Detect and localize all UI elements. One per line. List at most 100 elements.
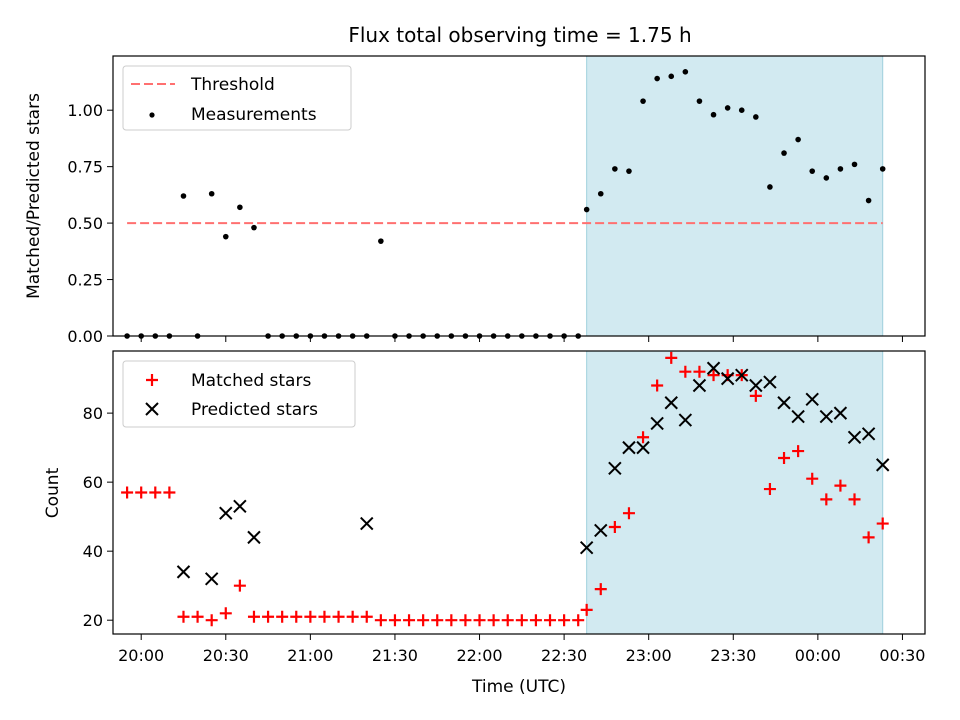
- data-point: [865, 197, 872, 204]
- data-point: [806, 472, 819, 485]
- data-point: [558, 614, 571, 627]
- data-point: [544, 614, 557, 627]
- data-point: [388, 614, 401, 627]
- data-point: [290, 610, 303, 623]
- data-point: [608, 521, 621, 534]
- data-point: [833, 406, 848, 420]
- data-point: [572, 614, 585, 627]
- data-point: [651, 379, 664, 392]
- data-point: [862, 531, 875, 544]
- data-point: [720, 371, 735, 386]
- x-tick-label: 21:00: [287, 646, 333, 665]
- data-point: [622, 507, 635, 520]
- data-point: [247, 610, 260, 623]
- data-point: [650, 416, 664, 431]
- data-point: [583, 206, 590, 213]
- data-point: [501, 614, 514, 627]
- bottom-legend-box: [122, 360, 356, 428]
- data-point: [809, 168, 816, 174]
- data-point: [360, 516, 374, 531]
- data-point: [777, 396, 791, 410]
- top-y-tick-label: 0.75: [67, 158, 103, 177]
- data-point: [753, 114, 759, 120]
- top-y-tick-label: 0.25: [67, 271, 103, 290]
- data-point: [763, 483, 776, 496]
- data-point: [247, 530, 261, 545]
- data-point: [594, 523, 608, 538]
- legend-measurements-label: Measurements: [191, 105, 317, 125]
- top-y-tick-label: 1.00: [67, 101, 103, 120]
- bottom-y-tick-label: 80: [83, 404, 103, 423]
- data-point: [219, 607, 232, 620]
- x-tick-label: 00:00: [795, 646, 841, 665]
- data-point: [692, 378, 707, 393]
- data-point: [693, 365, 706, 378]
- data-point: [823, 175, 830, 181]
- data-point: [879, 166, 886, 172]
- bottom-panel: Count 20 40 60 80 20:00 20:30 21:00 21:30 22:00 2…: [43, 350, 926, 665]
- data-point: [848, 493, 861, 506]
- data-point: [622, 440, 636, 455]
- data-point: [318, 610, 331, 623]
- data-point: [487, 614, 500, 627]
- data-point: [233, 579, 246, 592]
- legend-predicted-swatch: [145, 402, 159, 416]
- data-point: [781, 150, 787, 156]
- data-point: [749, 378, 763, 393]
- data-point: [640, 98, 646, 104]
- data-point: [682, 69, 689, 75]
- data-point: [876, 517, 889, 530]
- data-point: [724, 105, 731, 111]
- data-point: [679, 365, 692, 378]
- data-point: [861, 427, 876, 441]
- data-point: [233, 499, 247, 514]
- data-point: [403, 614, 416, 627]
- data-point: [219, 506, 233, 520]
- top-y-tick-label: 0.00: [67, 327, 103, 346]
- data-point: [222, 233, 229, 240]
- data-point: [177, 610, 190, 623]
- data-point: [795, 136, 801, 143]
- data-point: [237, 204, 243, 211]
- data-point: [749, 389, 762, 402]
- legend-threshold-label: Threshold: [190, 75, 275, 95]
- data-point: [837, 166, 844, 172]
- data-point: [205, 614, 218, 627]
- x-tick-label: 00:30: [879, 646, 925, 665]
- top-legend-box: [122, 65, 352, 131]
- legend-matched-label: Matched stars: [191, 371, 311, 391]
- data-point: [706, 361, 721, 375]
- data-point: [374, 614, 387, 627]
- x-tick-label: 23:00: [626, 646, 672, 665]
- data-point: [738, 107, 745, 113]
- data-point: [378, 238, 384, 244]
- data-point: [360, 610, 373, 623]
- data-point: [820, 493, 833, 506]
- data-point: [304, 610, 317, 623]
- bottom-series-predicted-stars: [176, 361, 890, 586]
- data-point: [654, 75, 660, 82]
- data-point: [847, 430, 862, 444]
- data-point: [834, 479, 847, 492]
- data-point: [696, 98, 703, 104]
- top-legend: Threshold Measurements: [122, 65, 352, 131]
- data-point: [431, 614, 444, 627]
- data-point: [608, 461, 622, 476]
- data-point: [473, 614, 486, 627]
- x-tick-label: 20:30: [203, 646, 249, 665]
- data-point: [637, 431, 650, 444]
- x-tick-label: 21:30: [372, 646, 418, 665]
- bottom-y-tick-label: 40: [83, 542, 103, 561]
- top-panel: Matched/Predicted stars 0.00 0.25 0.50 0.75…: [24, 55, 926, 346]
- data-point: [763, 375, 777, 389]
- x-tick-label: 23:30: [710, 646, 756, 665]
- x-tick-label: 22:00: [456, 646, 502, 665]
- data-point: [707, 369, 720, 382]
- data-point: [710, 111, 717, 118]
- bottom-y-tick-label: 60: [83, 473, 103, 492]
- data-point: [678, 413, 693, 427]
- data-point: [767, 184, 773, 190]
- data-point: [626, 168, 632, 174]
- x-tick-label: 20:00: [118, 646, 164, 665]
